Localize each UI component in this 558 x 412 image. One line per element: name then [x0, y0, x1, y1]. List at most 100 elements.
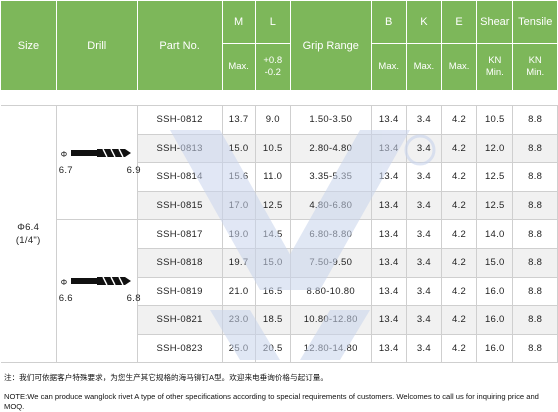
- k-value: 3.4: [405, 105, 442, 135]
- m-value: 15.0: [221, 133, 256, 164]
- e-value: 4.2: [440, 162, 478, 192]
- l-value: 18.5: [254, 305, 291, 335]
- part-no: SSH-0817: [136, 219, 223, 249]
- k-value: 3.4: [405, 333, 442, 364]
- tensile-value: 8.8: [512, 247, 558, 278]
- e-value: 4.2: [440, 333, 478, 364]
- size-cell: Φ6.4 (1/4"): [0, 104, 57, 364]
- table-row: Φ 6.6 6.8 SSH-0817 19.0 14.5 6.80-8.80 1…: [1, 219, 558, 364]
- grip-range-value: 2.80-4.80: [289, 133, 372, 164]
- shear-value: 12.5: [476, 190, 514, 221]
- size-fraction: (1/4"): [15, 235, 41, 247]
- header-shear-min: Min.: [485, 67, 504, 78]
- m-value: 19.0: [221, 219, 256, 249]
- b-value: 13.4: [370, 276, 407, 307]
- header-l: L: [254, 0, 291, 44]
- part-no: SSH-0812: [136, 105, 223, 135]
- grip-range-value: 6.80-8.80: [289, 219, 372, 249]
- part-no: SSH-0815: [136, 190, 223, 221]
- header-tensile-unit: KN: [528, 55, 542, 66]
- e-value: 4.2: [440, 105, 478, 135]
- table-row: Φ6.4 (1/4") Φ 6.7 6.9 SSH-0812 13.7 9.0 1…: [0, 104, 558, 364]
- header-size: Size: [0, 0, 57, 91]
- m-value: 23.0: [221, 305, 256, 335]
- header-shear-unit: KN: [488, 55, 502, 66]
- shear-value: 16.0: [476, 333, 514, 364]
- part-no: SSH-0818: [136, 247, 223, 278]
- tensile-value: 8.8: [512, 305, 558, 335]
- grip-range-value: 8.80-10.80: [289, 276, 372, 307]
- k-value: 3.4: [405, 190, 442, 221]
- drill-cell-2: Φ 6.6 6.8: [55, 219, 140, 364]
- drill-min-diameter: 6.7: [58, 164, 73, 176]
- drill-max-diameter: 6.8: [126, 293, 141, 305]
- tensile-value: 8.8: [512, 276, 558, 307]
- header-grip-range: Grip Range: [289, 0, 372, 91]
- note-chinese: 注：我们可依据客户特殊要求，为您生产其它规格的海马铆钉A型。欢迎来电垂询价格与起…: [4, 373, 328, 382]
- header-e-sub: Max.: [440, 43, 478, 91]
- tensile-value: 8.8: [512, 133, 558, 164]
- e-value: 4.2: [440, 219, 478, 249]
- table-row: SSH-0823 25.0 20.5 12.80-14.80 13.4 3.4 …: [1, 333, 558, 364]
- drill-bit-icon: [70, 148, 131, 158]
- b-value: 13.4: [370, 305, 407, 335]
- b-value: 13.4: [370, 333, 407, 364]
- grip-range-value: 3.35-5.35: [289, 162, 372, 192]
- drill-phi-symbol: Φ: [60, 278, 68, 288]
- l-value: 16.5: [254, 276, 291, 307]
- drill-min-diameter: 6.6: [58, 293, 73, 305]
- drill-cell-1: Φ 6.7 6.9: [55, 104, 140, 221]
- e-value: 4.2: [440, 190, 478, 221]
- drill-bit-icon: [70, 277, 131, 286]
- part-no: SSH-0813: [136, 133, 223, 164]
- k-value: 3.4: [405, 219, 442, 249]
- l-value: 20.5: [254, 333, 291, 364]
- part-no: SSH-0819: [136, 276, 223, 307]
- tensile-value: 8.8: [512, 105, 558, 135]
- drill-phi-symbol: Φ: [60, 149, 68, 159]
- k-value: 3.4: [405, 247, 442, 278]
- l-value: 15.0: [254, 247, 291, 278]
- m-value: 19.7: [221, 247, 256, 278]
- e-value: 4.2: [440, 305, 478, 335]
- header-shear: Shear: [476, 0, 514, 44]
- m-value: 25.0: [221, 333, 256, 364]
- header-shear-sub: KN Min.: [476, 43, 514, 91]
- grip-range-value: 1.50-3.50: [289, 105, 372, 135]
- m-value: 21.0: [221, 276, 256, 307]
- grip-range-value: 10.80-12.80: [289, 305, 372, 335]
- l-value: 9.0: [254, 105, 291, 135]
- header-drill: Drill: [55, 0, 138, 91]
- tensile-value: 8.8: [512, 219, 558, 249]
- grip-range-value: 7.50-9.50: [289, 247, 372, 278]
- header-b: B: [370, 0, 407, 44]
- size-diameter: Φ6.4: [17, 222, 40, 234]
- k-value: 3.4: [405, 305, 442, 335]
- tensile-value: 8.8: [512, 190, 558, 221]
- l-value: 10.5: [254, 133, 291, 164]
- e-value: 4.2: [440, 247, 478, 278]
- shear-value: 10.5: [476, 105, 514, 135]
- shear-value: 16.0: [476, 276, 514, 307]
- b-value: 13.4: [370, 190, 407, 221]
- b-value: 13.4: [370, 105, 407, 135]
- e-value: 4.2: [440, 276, 478, 307]
- part-no: SSH-0821: [136, 305, 223, 335]
- header-l-sub-upper: +0.8: [263, 55, 283, 66]
- header-l-sub: +0.8 -0.2: [254, 43, 291, 91]
- m-value: 13.7: [221, 105, 256, 135]
- k-value: 3.4: [405, 276, 442, 307]
- tensile-value: 8.8: [512, 162, 558, 192]
- grip-range-value: 4.80-6.80: [289, 190, 372, 221]
- tensile-value: 8.8: [512, 333, 558, 364]
- header-l-sub-lower: -0.2: [264, 67, 281, 78]
- l-value: 12.5: [254, 190, 291, 221]
- header-m: M: [221, 0, 256, 44]
- part-no: SSH-0823: [136, 333, 223, 364]
- b-value: 13.4: [370, 133, 407, 164]
- l-value: 14.5: [254, 219, 291, 249]
- b-value: 13.4: [370, 162, 407, 192]
- note-english: NOTE:We can produce wanglock rivet A typ…: [4, 392, 539, 411]
- shear-value: 12.0: [476, 133, 514, 164]
